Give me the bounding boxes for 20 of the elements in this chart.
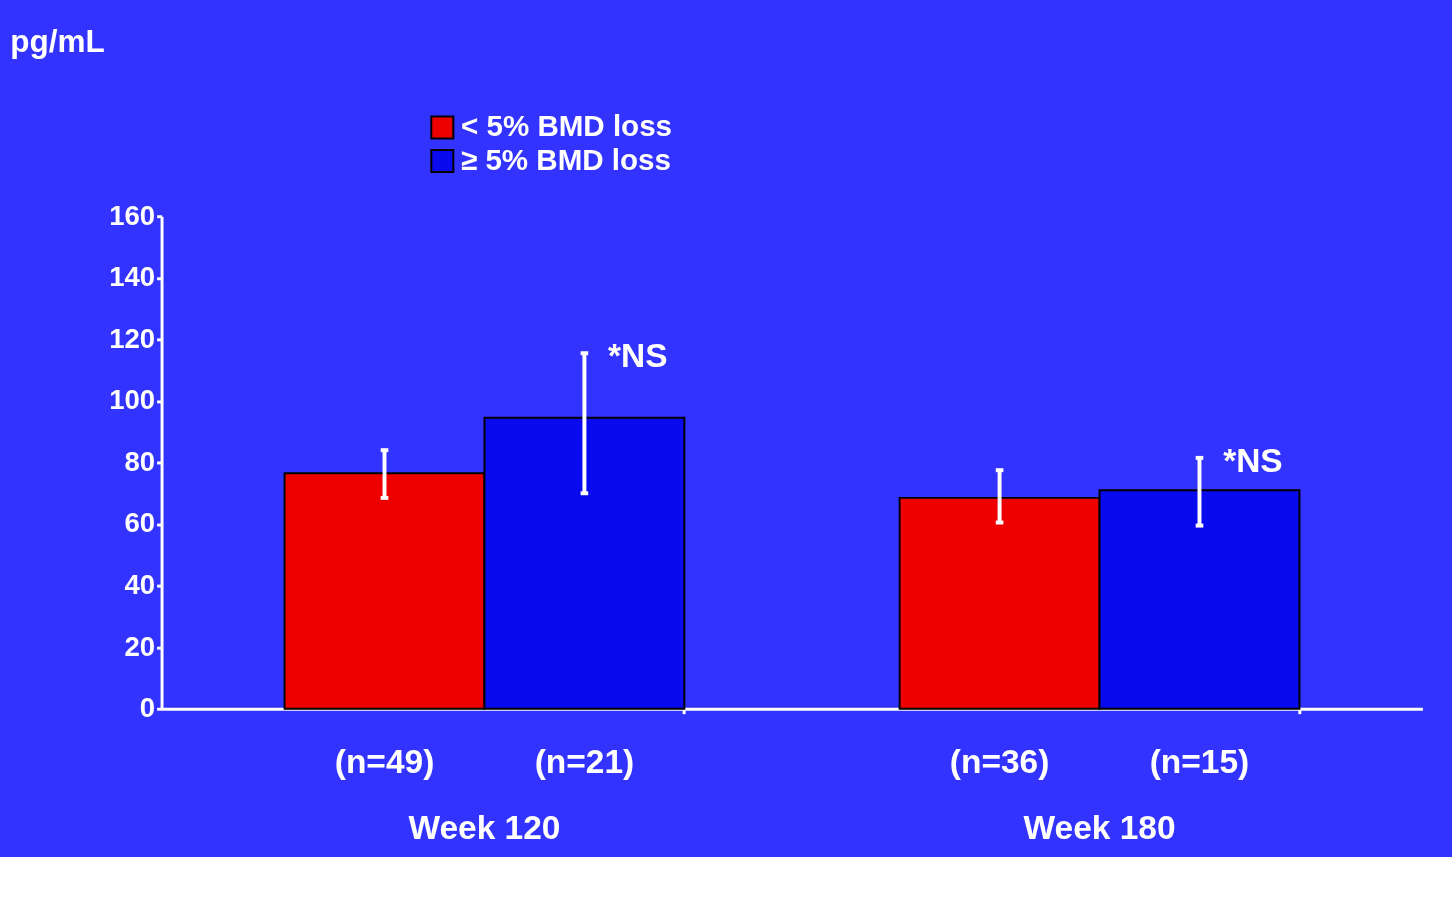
y-tick-label: 80 (124, 445, 156, 477)
text: (n=36) (949, 742, 1050, 780)
text: (n=15) (1149, 742, 1250, 780)
y-tick-label: 0 (139, 692, 156, 724)
y-tick-label: 40 (124, 568, 156, 600)
text: (n=49) (334, 742, 435, 780)
y-tick-label: 20 (124, 630, 156, 662)
legend-label: ≥ 5% BMD loss (461, 142, 671, 176)
y-tick-label: 60 (124, 507, 156, 539)
legend-label: < 5% BMD loss (461, 109, 673, 143)
x-tick-label: Week 180 (1023, 809, 1176, 847)
x-tick-label: Week 120 (408, 809, 561, 847)
text: (n=21) (534, 742, 635, 780)
y-tick-label: 160 (109, 199, 156, 231)
annotation: *NS (1223, 441, 1283, 479)
annotation: *NS (608, 336, 668, 374)
y-tick-label: 100 (109, 384, 156, 416)
y-tick-label: 140 (109, 261, 156, 293)
y-tick-label: 120 (109, 322, 156, 354)
y-axis-title: pg/mL (10, 22, 105, 59)
